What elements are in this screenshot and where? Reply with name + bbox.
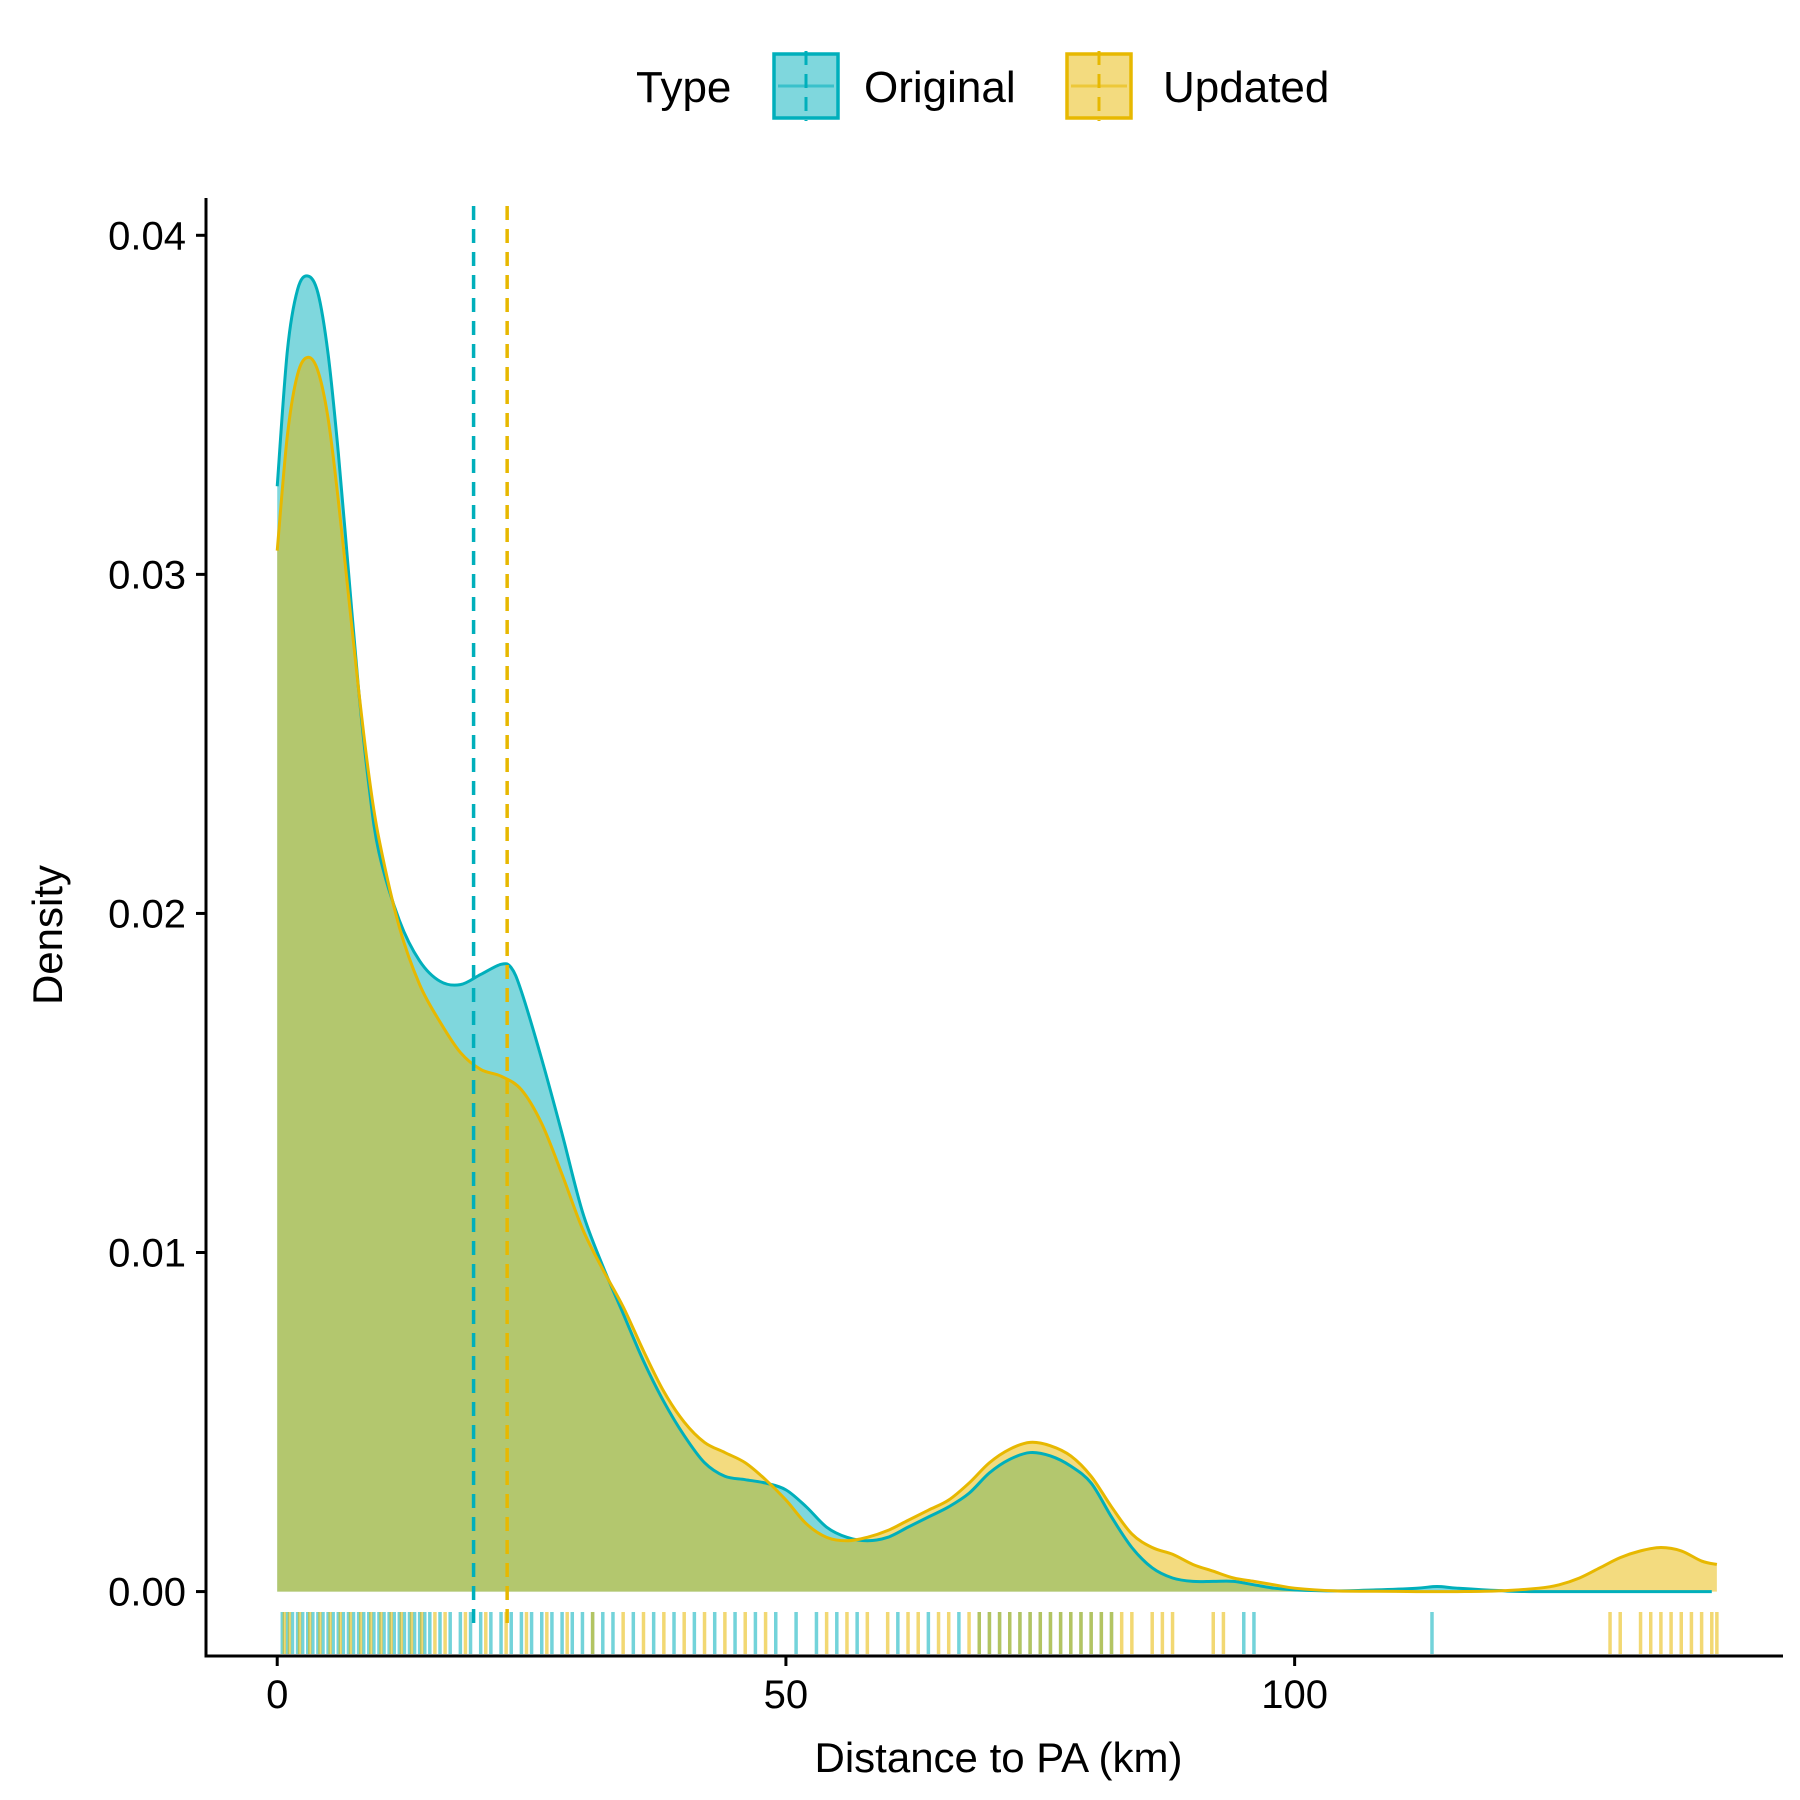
x-tick-label: 100 xyxy=(1261,1673,1328,1717)
density-area-updated xyxy=(277,357,1717,1592)
density-areas xyxy=(277,275,1717,1592)
rug-marks xyxy=(280,1612,1719,1654)
density-lines xyxy=(275,274,1718,1594)
y-tick-label: 0.03 xyxy=(108,553,186,597)
mean-lines xyxy=(471,206,509,1626)
legend-title: Type xyxy=(636,63,731,112)
y-axis-title: Density xyxy=(24,865,71,1005)
density-line-original xyxy=(275,274,1712,1594)
legend-label-updated: Updated xyxy=(1163,63,1329,112)
density-line-updated xyxy=(275,355,1718,1594)
x-ticks: 0 50 100 xyxy=(266,1656,1328,1717)
legend-key-original xyxy=(772,51,840,121)
axes: 0.00 0.01 0.02 0.03 0.04 0 50 100 xyxy=(108,198,1783,1717)
y-tick-label: 0.02 xyxy=(108,892,186,936)
legend: Type Original Updated xyxy=(636,51,1329,121)
legend-label-original: Original xyxy=(864,63,1016,112)
x-tick-label: 50 xyxy=(764,1673,809,1717)
y-tick-label: 0.01 xyxy=(108,1232,186,1276)
x-axis-title: Distance to PA (km) xyxy=(815,1734,1183,1781)
legend-key-updated xyxy=(1065,51,1133,121)
y-tick-label: 0.00 xyxy=(108,1571,186,1615)
y-tick-label: 0.04 xyxy=(108,214,186,258)
x-tick-label: 0 xyxy=(266,1673,288,1717)
y-ticks: 0.00 0.01 0.02 0.03 0.04 xyxy=(108,214,206,1615)
